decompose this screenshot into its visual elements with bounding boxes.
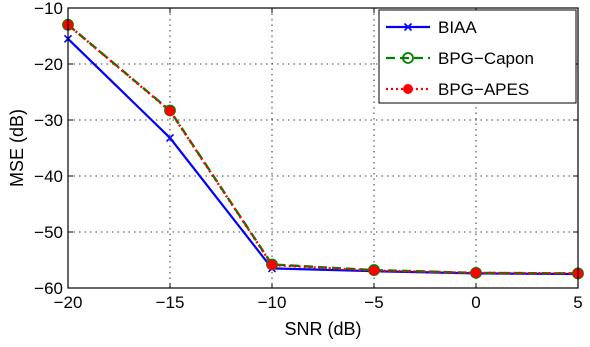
tick-labels: −20 −15 −10 −5 0 5−10−20−30−40−50−60 xyxy=(34,0,583,312)
biaa-point xyxy=(165,133,175,142)
x-axis-label: SNR (dB) xyxy=(284,319,361,339)
plot-frame xyxy=(67,7,579,289)
x-tick-label: −15 xyxy=(156,293,185,312)
ticks xyxy=(67,7,579,289)
y-tick-label: −10 xyxy=(34,0,63,18)
bpg-apes-point xyxy=(267,260,277,271)
y-tick-label: −30 xyxy=(34,111,63,130)
biaa-marker-stroke xyxy=(165,133,175,142)
x-tick-label: 0 xyxy=(471,293,480,312)
y-tick-label: −60 xyxy=(34,279,63,298)
bpg-apes-point xyxy=(403,84,413,94)
x-tick-label: 5 xyxy=(573,293,582,312)
x-tick-label: −10 xyxy=(258,293,287,312)
x-tick-label: −20 xyxy=(54,293,83,312)
legend: BIAA BPG−Capon BPG−APES xyxy=(378,9,577,104)
bpg-apes-series-line xyxy=(67,23,579,275)
legend-biaa-label: BIAA xyxy=(438,18,477,37)
x-tick-label: −5 xyxy=(364,293,383,312)
y-axis-label: MSE (dB) xyxy=(7,109,27,187)
bpg-apes-point xyxy=(471,267,481,278)
bpg-capon-point xyxy=(402,52,414,64)
bpg-capon-series-line xyxy=(67,23,579,275)
y-tick-label: −50 xyxy=(34,223,63,242)
y-tick-label: −20 xyxy=(34,55,63,74)
biaa-marker-stroke xyxy=(403,22,413,32)
bpg-apes-point xyxy=(165,106,175,117)
legend-bpg-apes-label: BPG−APES xyxy=(438,80,529,99)
legend-bpg-capon-label: BPG−Capon xyxy=(438,49,534,68)
series-layer xyxy=(62,18,584,280)
biaa-point xyxy=(403,22,413,32)
y-tick-label: −40 xyxy=(34,167,63,186)
bpg-apes-point xyxy=(369,265,379,276)
